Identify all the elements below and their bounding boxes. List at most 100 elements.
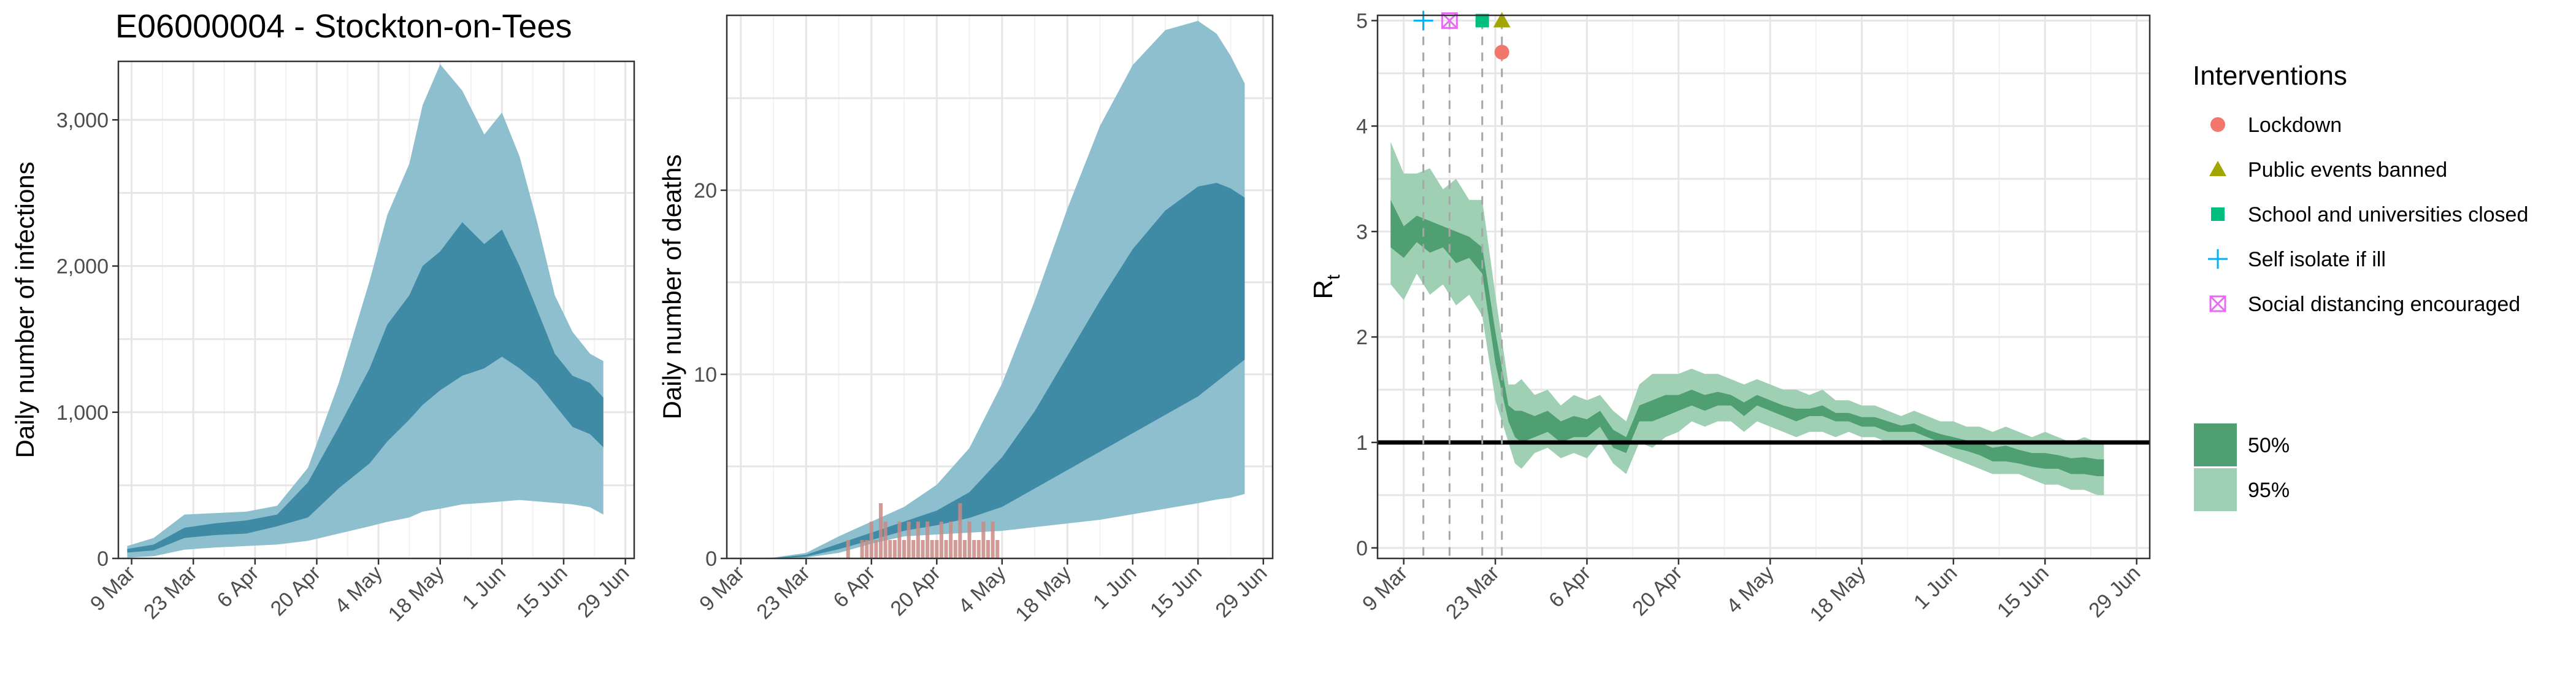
observed-deaths-bar [869,522,873,558]
observed-deaths-bar [860,540,864,558]
observed-deaths-bar [949,522,953,558]
x-tick-label: 29 Jun [2084,561,2145,622]
observed-deaths-bar [962,540,967,558]
deaths-panel: 0 10 20 9 Mar 23 Mar 6 Apr 20 Apr 4 May 18 May 1 … [657,14,1274,627]
x-tick-label: 6 Apr [1544,561,1595,612]
legend-item-label: Public events banned [2248,158,2447,182]
legend-item-label: Social distancing encouraged [2248,293,2520,316]
x-tick-label: 15 Jun [1146,561,1206,622]
legend-marker [2209,161,2226,176]
legend-marker [2208,249,2228,269]
observed-deaths-bar [892,540,897,558]
observed-deaths-bar [972,540,976,558]
y-tick-label: 1,000 [56,401,109,425]
rt-panel: 0 1 2 3 4 5 9 Mar 23 Mar 6 Apr 20 Apr 4 May 18 May 1… [1308,10,2151,627]
y-tick-label: 1 [1356,431,1368,455]
legend-title: Interventions [2193,61,2347,91]
x-tick-label: 6 Apr [829,561,880,612]
legend-swatch [2194,423,2237,466]
observed-deaths-bar [939,522,943,558]
x-tick-label: 18 May [384,561,449,627]
observed-deaths-bar [874,540,878,558]
x-tick-label: 20 Apr [266,561,325,620]
y-tick-label: 0 [1356,537,1368,560]
y-axis-label: Rt [1308,274,1344,299]
infections-95-band [127,64,604,558]
x-tick-label: 18 May [1805,561,1870,627]
legend-marker [2209,295,2226,312]
rt-95-band [1390,142,2104,495]
x-tick-label: 1 Jun [1909,561,1962,614]
observed-deaths-bar [967,522,972,558]
y-axis-label-subscript: t [1324,274,1344,280]
x-tick-label: 29 Jun [1211,561,1271,622]
x-tick-label: 9 Mar [695,561,749,615]
y-tick-label: 2 [1356,326,1368,349]
x-tick-label: 23 Mar [1441,561,1504,624]
legend-swatch [2194,468,2237,511]
observed-deaths-bar [986,540,991,558]
observed-deaths-bar [865,540,869,558]
observed-deaths-bar [981,522,986,558]
figure-title: E06000004 - Stockton-on-Tees [115,8,572,45]
x-tick-label: 18 May [1011,561,1076,627]
x-tick-label: 29 Jun [573,561,634,622]
x-tick-label: 9 Mar [86,561,140,615]
observed-deaths-bar [878,503,883,558]
observed-deaths-bar [921,540,925,558]
observed-deaths-bar [888,540,892,558]
x-tick-label: 23 Mar [752,561,815,624]
observed-deaths-bar [991,522,995,558]
y-tick-label: 4 [1356,115,1368,138]
y-axis-label: Daily number of deaths [657,155,686,420]
observed-deaths-bar [926,522,930,558]
legend-item-label: Self isolate if ill [2248,248,2386,271]
observed-deaths-bar [902,540,907,558]
infections-50-band [127,222,604,553]
x-tick-label: 20 Apr [1628,561,1687,620]
legend-marker [2210,117,2225,132]
x-tick-label: 4 May [330,561,386,618]
x-tick-label: 9 Mar [1358,561,1412,615]
intervention-marker [1441,12,1458,29]
intervention-marker [1475,14,1489,28]
deaths-50-band [740,183,1245,558]
x-tick-label: 20 Apr [886,561,945,620]
observed-deaths-bar [916,522,920,558]
observed-deaths-bar [953,540,957,558]
observed-deaths-bar [995,540,1000,558]
interventions-legend: Interventions Lockdown Public events banne… [2193,61,2528,511]
observed-deaths-bar [976,540,981,558]
observed-deaths-bar [930,540,934,558]
intervention-marker [1413,10,1433,31]
plot-border [1376,14,2151,560]
legend-ci-label: 95% [2248,479,2290,502]
observed-deaths-bar [911,540,916,558]
x-tick-label: 6 Apr [212,561,263,612]
intervention-marker [1493,12,1511,28]
x-tick-label: 4 May [1722,561,1778,618]
y-axis-label: Daily number of infections [10,161,39,458]
y-tick-label: 3,000 [56,109,109,132]
observed-deaths-bar [935,540,939,558]
x-tick-label: 4 May [954,561,1010,618]
observed-deaths-bar [958,503,962,558]
x-tick-label: 1 Jun [1089,561,1141,614]
observed-deaths-bar [897,522,902,558]
observed-deaths-bar [944,540,948,558]
x-tick-label: 1 Jun [458,561,510,614]
y-tick-label: 20 [694,179,717,203]
x-tick-label: 15 Jun [1993,561,2053,622]
y-tick-label: 10 [694,363,717,387]
observed-deaths-bar [907,522,911,558]
plot-border [117,60,635,560]
legend-marker-cross [2209,295,2226,312]
y-tick-label: 0 [97,547,109,571]
legend-item-label: School and universities closed [2248,203,2528,226]
plot-border [726,14,1274,560]
legend-item-label: Lockdown [2248,114,2342,137]
intervention-marker [1494,45,1509,60]
y-tick-label: 2,000 [56,255,109,279]
